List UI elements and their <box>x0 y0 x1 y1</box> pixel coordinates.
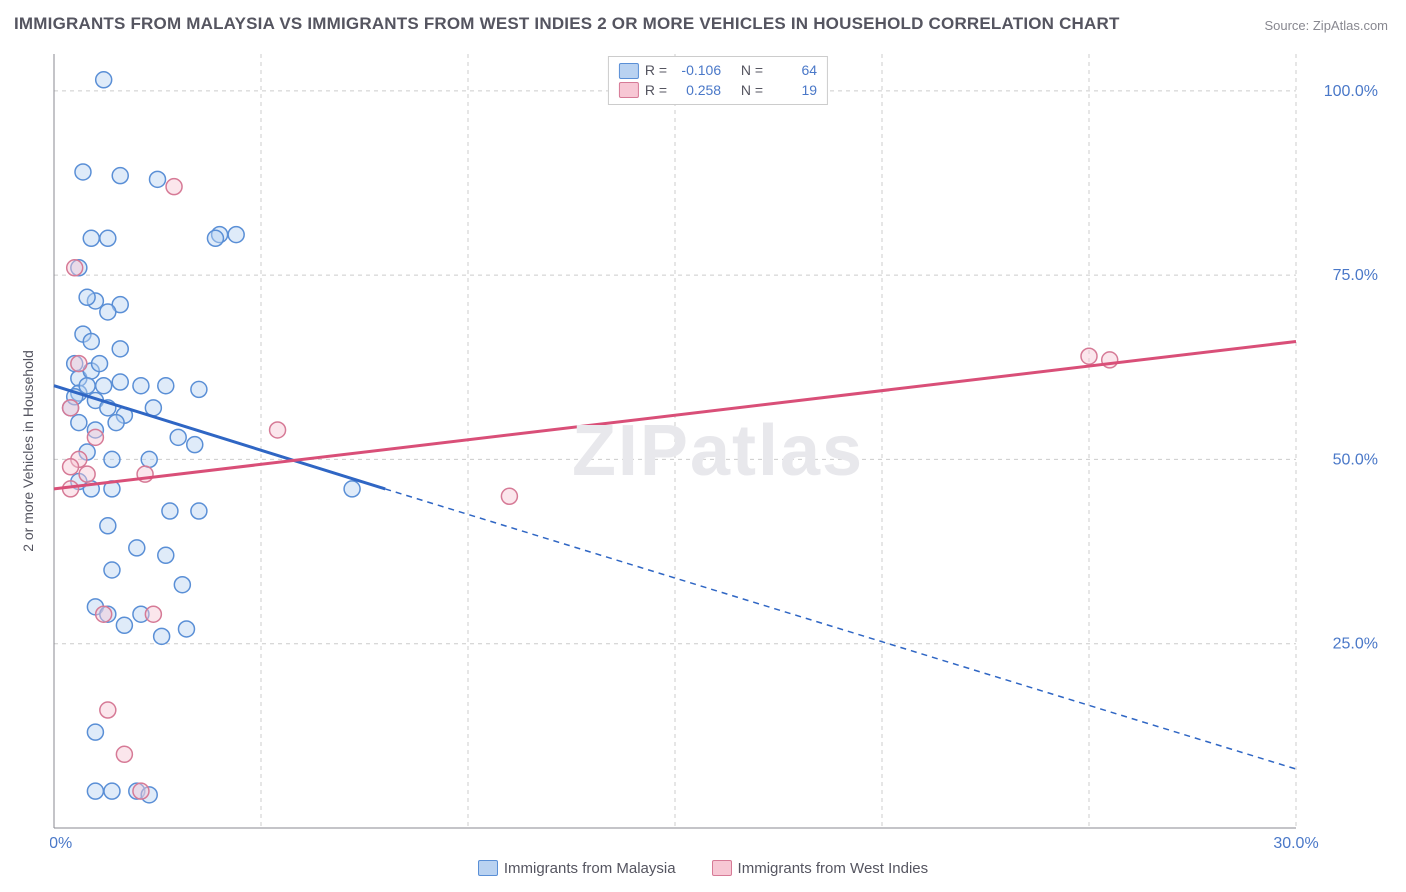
swatch-west-indies <box>712 860 732 876</box>
scatter-chart: 25.0% 50.0% 75.0% 100.0% 0.0% 30.0% <box>50 50 1386 852</box>
chart-title: IMMIGRANTS FROM MALAYSIA VS IMMIGRANTS F… <box>14 14 1120 34</box>
plot-area: 2 or more Vehicles in Household ZIPatlas… <box>50 50 1386 852</box>
legend-item: Immigrants from West Indies <box>712 860 929 877</box>
y-axis-label-wrap: 2 or more Vehicles in Household <box>16 50 40 852</box>
svg-text:30.0%: 30.0% <box>1273 835 1318 852</box>
legend-series: Immigrants from Malaysia Immigrants from … <box>0 860 1406 881</box>
legend-stats: R =-0.106 N =64R =0.258 N =19 <box>608 56 828 105</box>
legend-item: Immigrants from Malaysia <box>478 860 676 877</box>
svg-text:100.0%: 100.0% <box>1324 83 1378 100</box>
svg-text:25.0%: 25.0% <box>1333 636 1378 653</box>
legend-label: Immigrants from Malaysia <box>504 860 676 877</box>
svg-text:75.0%: 75.0% <box>1333 267 1378 284</box>
svg-text:50.0%: 50.0% <box>1333 451 1378 468</box>
swatch-west-indies <box>619 82 639 98</box>
legend-label: Immigrants from West Indies <box>738 860 929 877</box>
svg-text:0.0%: 0.0% <box>50 835 72 852</box>
source-attribution: Source: ZipAtlas.com <box>1264 18 1388 33</box>
y-axis-label: 2 or more Vehicles in Household <box>20 350 36 552</box>
legend-stat-row: R =-0.106 N =64 <box>619 61 817 81</box>
swatch-malaysia <box>478 860 498 876</box>
swatch-malaysia <box>619 63 639 79</box>
legend-stat-row: R =0.258 N =19 <box>619 81 817 101</box>
